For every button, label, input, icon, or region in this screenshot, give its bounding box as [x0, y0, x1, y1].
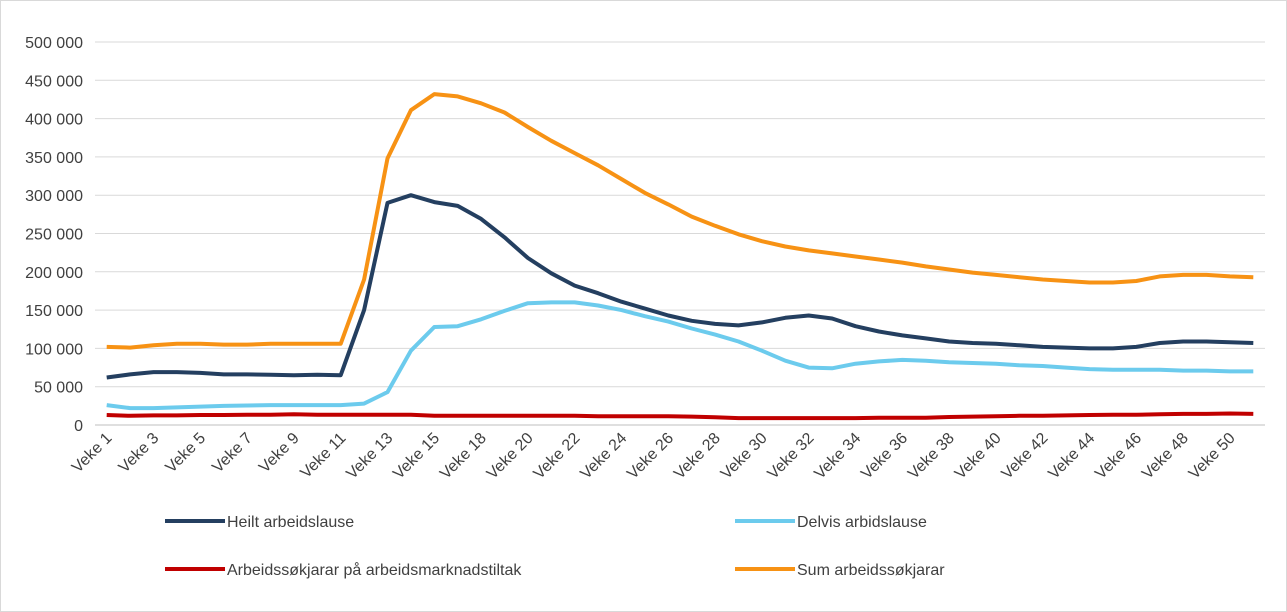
- y-tick-label: 50 000: [34, 380, 83, 397]
- series-line: [106, 92, 1254, 350]
- legend-label: Delvis arbidslause: [797, 514, 927, 531]
- y-tick-label: 100 000: [25, 341, 83, 358]
- series-line: [106, 300, 1254, 411]
- legend-label: Heilt arbeidslause: [227, 514, 354, 531]
- series-line: [106, 411, 1254, 421]
- y-tick-label: 300 000: [25, 188, 83, 205]
- series-line: [106, 193, 1254, 380]
- legend-label: Arbeidssøkjarar på arbeidsmarknadstiltak: [227, 561, 522, 579]
- y-tick-label: 200 000: [25, 265, 83, 282]
- y-tick-label: 150 000: [25, 303, 83, 320]
- y-tick-label: 450 000: [25, 73, 83, 90]
- y-tick-label: 0: [74, 418, 83, 435]
- legend-label: Sum arbeidssøkjarar: [797, 562, 945, 579]
- y-tick-label: 500 000: [25, 35, 83, 52]
- y-tick-label: 400 000: [25, 112, 83, 129]
- y-tick-label: 250 000: [25, 227, 83, 244]
- y-tick-label: 350 000: [25, 150, 83, 167]
